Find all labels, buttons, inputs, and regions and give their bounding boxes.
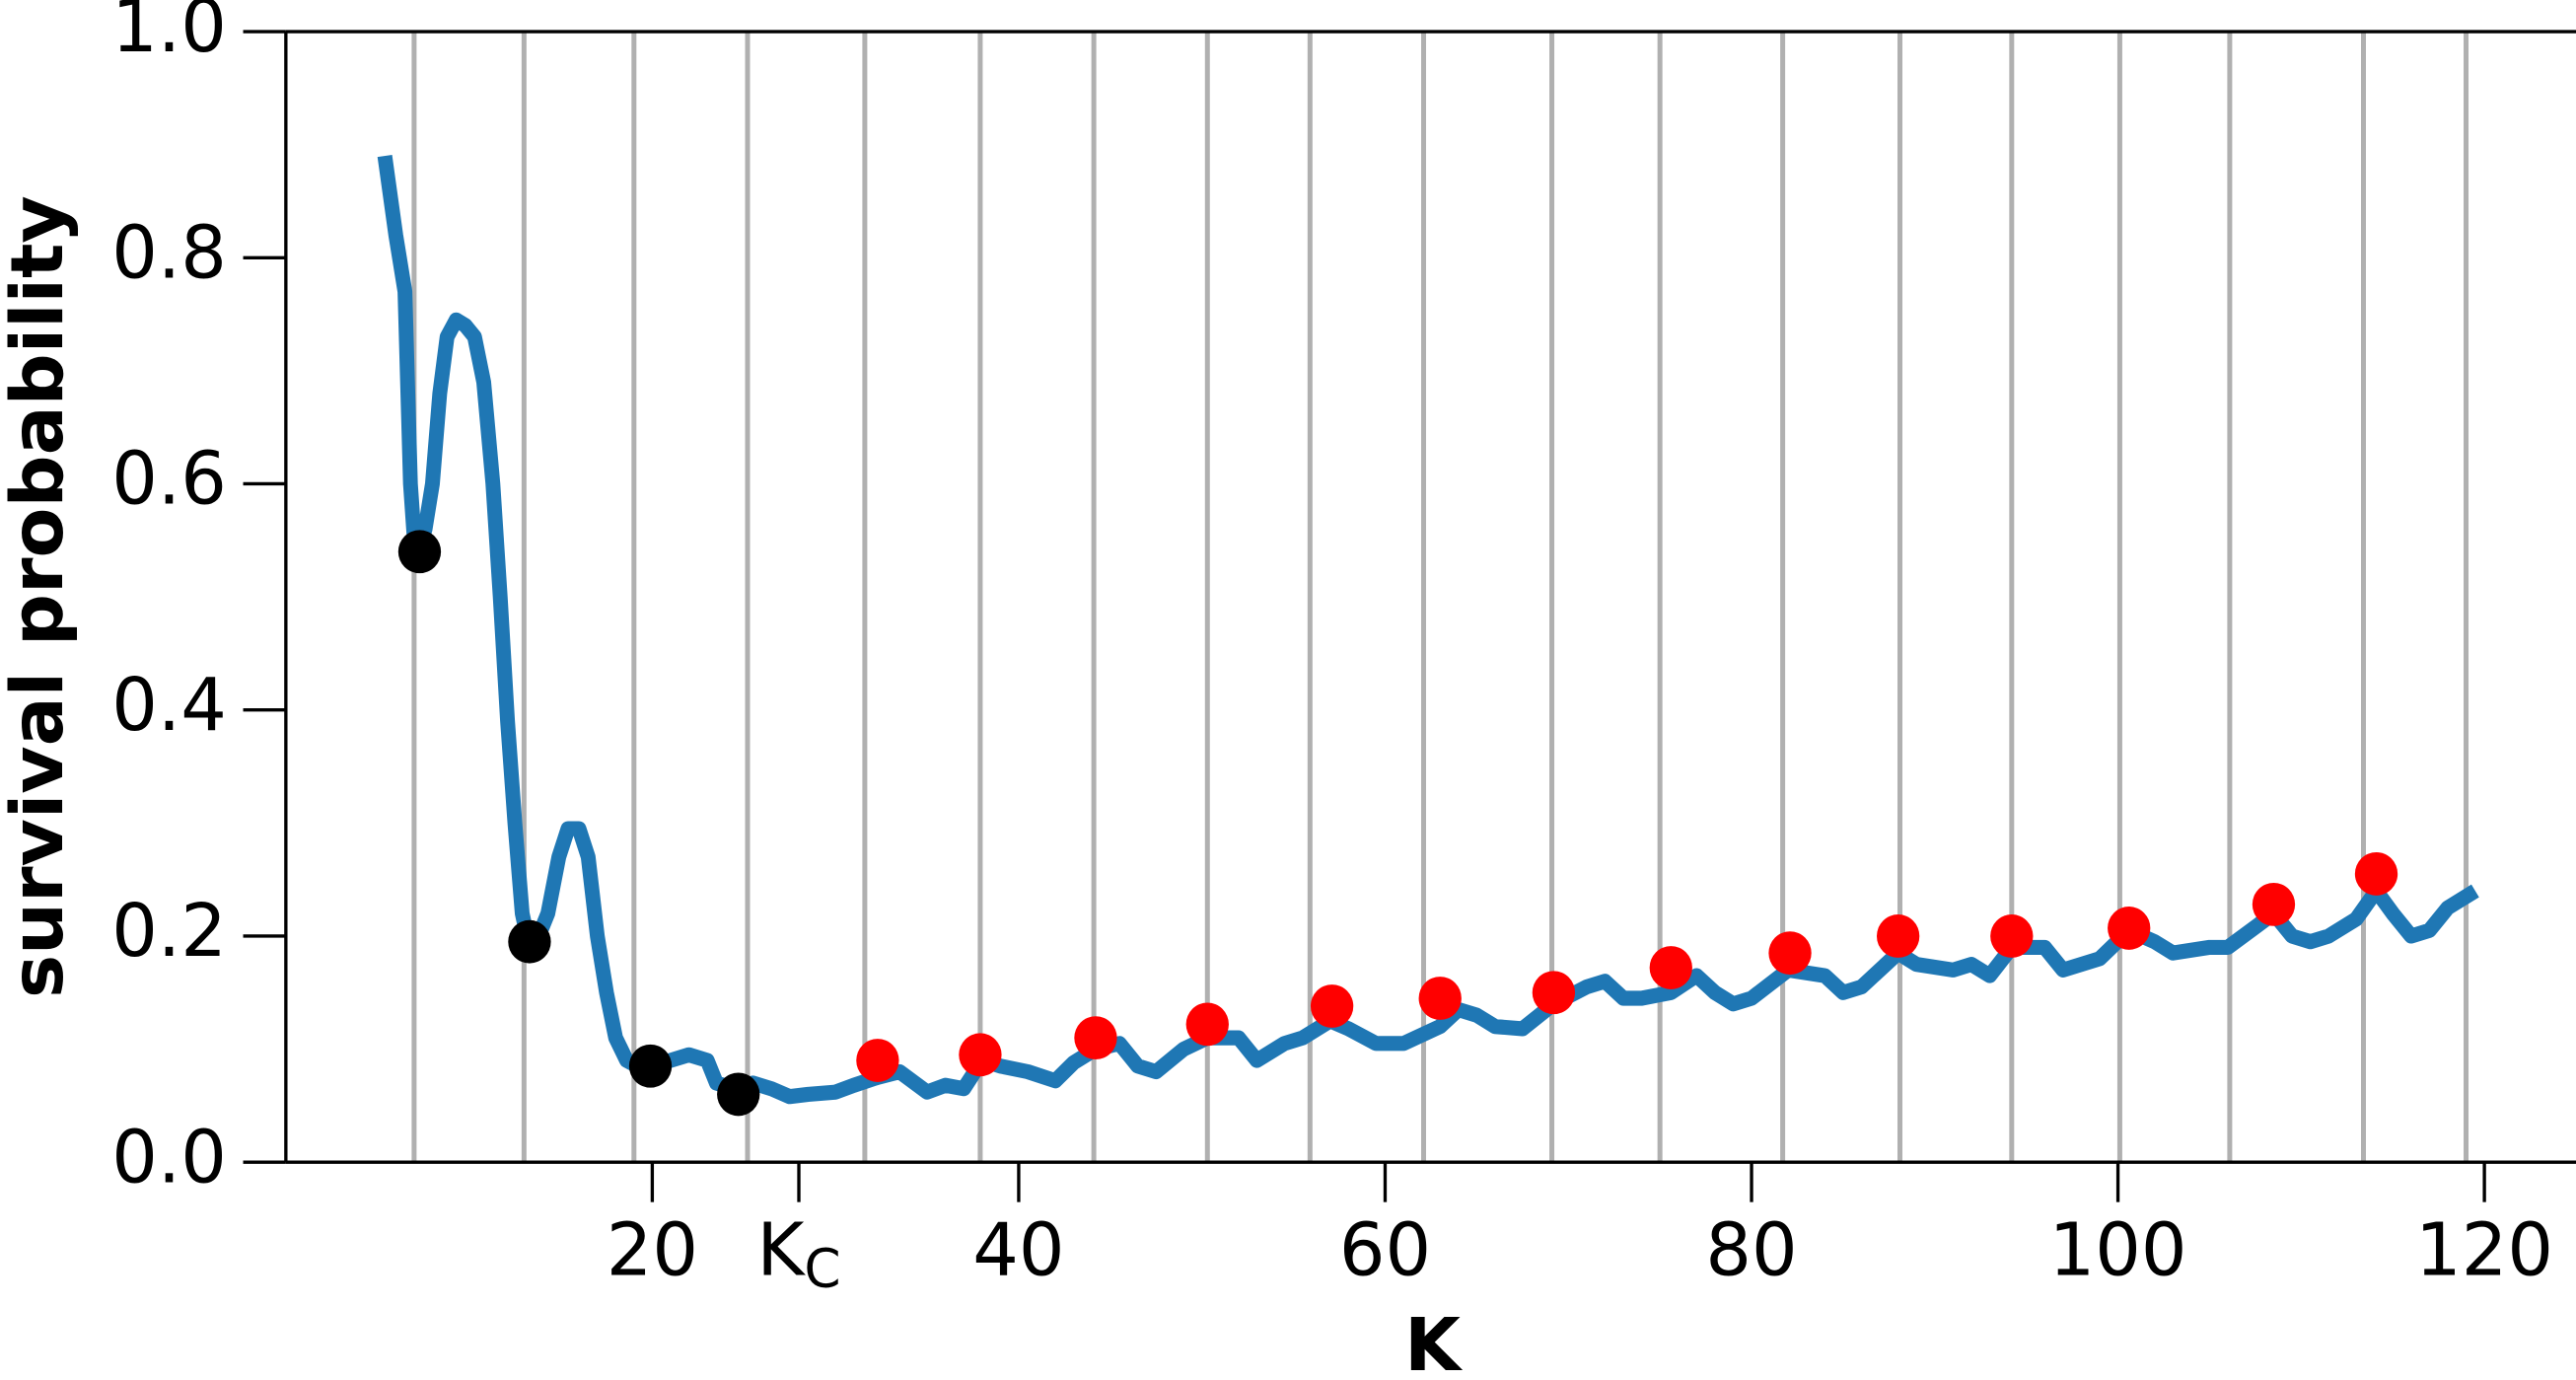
x-tick-label: 20 [607,1208,698,1293]
data-point [1990,914,2034,958]
data-point [2252,882,2296,926]
data-point [1185,1002,1229,1047]
data-point [856,1039,899,1082]
y-axis-label: survival probability [0,195,80,998]
data-point [717,1072,760,1117]
x-tick-label: 100 [2049,1208,2187,1293]
data-point [1310,984,1354,1028]
data-point [1649,946,1692,989]
data-point [1418,977,1462,1020]
data-point [397,530,442,574]
x-tick-label: 60 [1339,1208,1431,1293]
data-line [377,155,2479,1105]
data-point [508,919,551,964]
x-tick-label: 80 [1705,1208,1797,1293]
data-point [628,1044,673,1088]
y-tick-label: 0.8 [111,211,227,296]
y-tick-label: 0.2 [111,890,227,975]
y-tick-label: 1.0 [111,0,227,69]
x-tick-label: 120 [2415,1208,2553,1293]
x-tick-label: KC [756,1208,840,1299]
y-tick-label: 0.0 [111,1116,227,1200]
x-tick-label: 40 [972,1208,1064,1293]
y-tick-label: 0.4 [111,663,227,748]
x-axis-label: K [1404,1303,1464,1380]
y-tick-label: 0.6 [111,437,227,522]
data-point [1876,914,1920,958]
data-point [1768,931,1812,976]
data-point [2354,852,2398,896]
data-point [1532,971,1576,1015]
data-point [959,1033,1002,1077]
data-point [1074,1016,1117,1060]
data-point [2108,907,2151,950]
